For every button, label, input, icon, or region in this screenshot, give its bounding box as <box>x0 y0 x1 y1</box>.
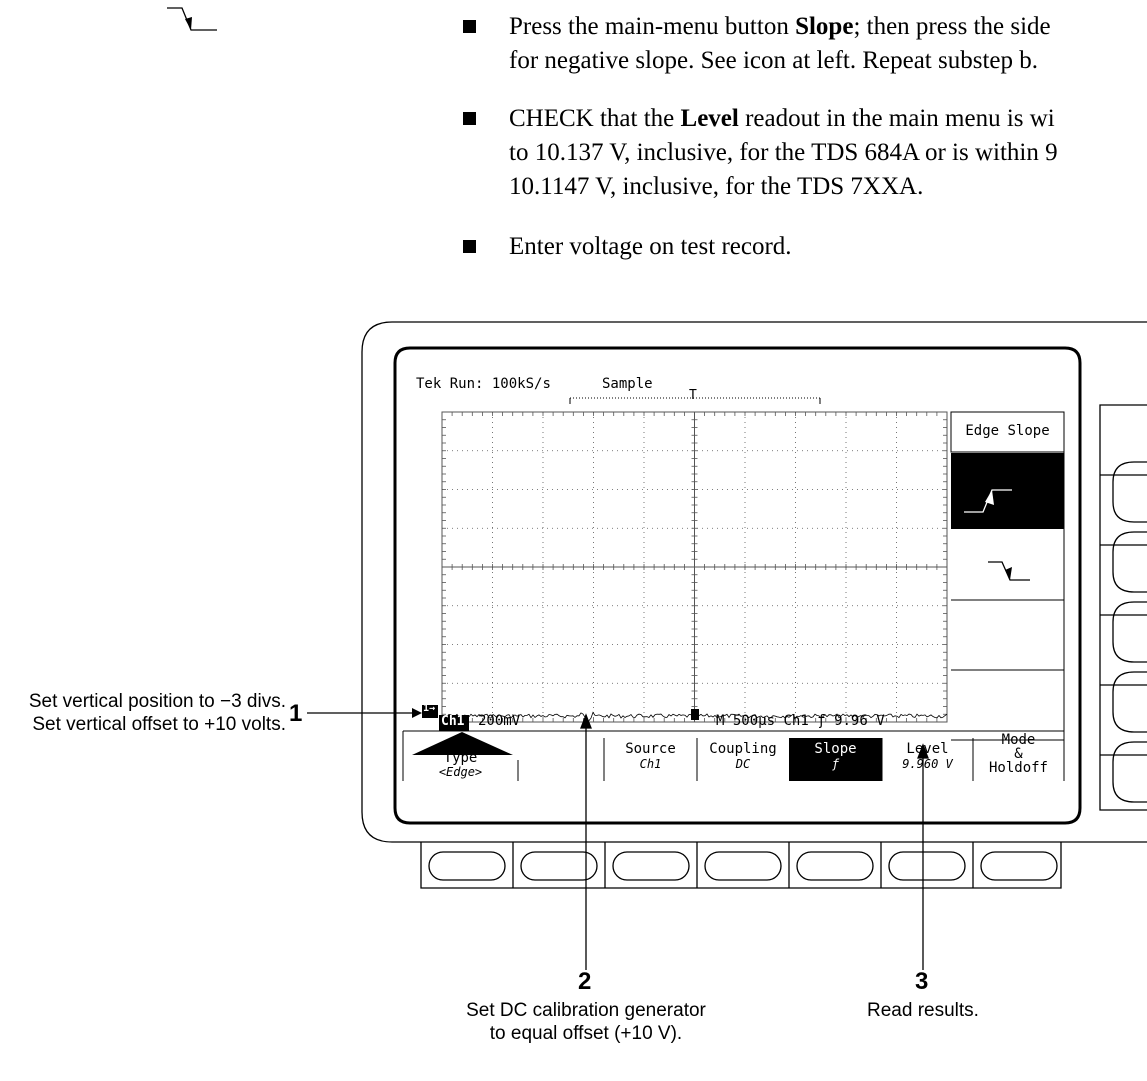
side-bezel-buttons <box>1099 404 1147 811</box>
instruction-item: Enter voltage on test record. <box>463 230 1143 266</box>
acquire-mode: Sample <box>602 376 653 392</box>
callout-3-number: 3 <box>915 968 929 995</box>
callout-1-number: 1 <box>289 700 303 727</box>
readout-timebase: M 500µs Ch1 ƒ 9.96 V <box>716 713 885 729</box>
side-menu-title: Edge Slope <box>965 423 1050 439</box>
bottom-menu <box>402 730 1065 781</box>
bullet-square <box>463 240 476 253</box>
side-menu-positive-slope[interactable] <box>951 453 1064 529</box>
callout-2-text: Set DC calibration generator to equal of… <box>466 1000 706 1044</box>
bullet-square <box>463 20 476 33</box>
bottom-menu-mode-holdoff[interactable]: Mode & Holdoff <box>988 732 1048 776</box>
graticule <box>441 411 948 723</box>
side-menu <box>950 411 1065 760</box>
callout-leaders <box>580 713 929 970</box>
trigger-marker-label: T <box>689 388 697 403</box>
bottom-menu-level[interactable]: Level 9.960 V <box>902 741 953 772</box>
bottom-menu-type[interactable]: Type <Edge> <box>438 750 483 779</box>
bottom-bezel-button[interactable] <box>796 851 874 881</box>
bottom-bezel-button[interactable] <box>704 851 782 881</box>
bottom-bezel-button[interactable] <box>520 851 598 881</box>
bottom-bezel-button[interactable] <box>612 851 690 881</box>
bottom-menu-source[interactable]: Source Ch1 <box>625 741 676 772</box>
bottom-bezel-button[interactable] <box>980 851 1058 881</box>
status-line: Tek Run: 100kS/s <box>416 376 551 392</box>
negative-slope-icon <box>167 7 217 31</box>
trigger-position-marker <box>691 709 699 720</box>
callout-2-number: 2 <box>578 968 592 995</box>
instruction-item: Press the main-menu button Slope; then p… <box>463 10 1143 80</box>
channel-ground-marker <box>307 705 438 718</box>
bottom-bezel-buttons <box>420 842 1062 889</box>
bottom-menu-slope-selected[interactable] <box>789 738 882 781</box>
bottom-bezel-button[interactable] <box>888 851 966 881</box>
callout-3-text: Read results. <box>867 1000 979 1021</box>
bottom-bezel-button[interactable] <box>428 851 506 881</box>
callout-1-text: Set vertical position to −3 divs. Set ve… <box>28 691 286 735</box>
instruction-item: CHECK that the Level readout in the main… <box>463 102 1143 206</box>
bottom-menu-slope[interactable]: Slope ƒ <box>814 741 857 772</box>
scope-screen <box>393 346 1082 825</box>
readout-channel: Ch1 <box>441 714 465 729</box>
readout-volts-div: 200mV <box>478 713 521 729</box>
record-view-bracket <box>569 397 821 404</box>
scope-bezel <box>361 321 1147 843</box>
bottom-menu-coupling[interactable]: Coupling DC <box>709 741 777 772</box>
channel-marker: 1→ <box>423 703 436 714</box>
bullet-square <box>463 112 476 125</box>
